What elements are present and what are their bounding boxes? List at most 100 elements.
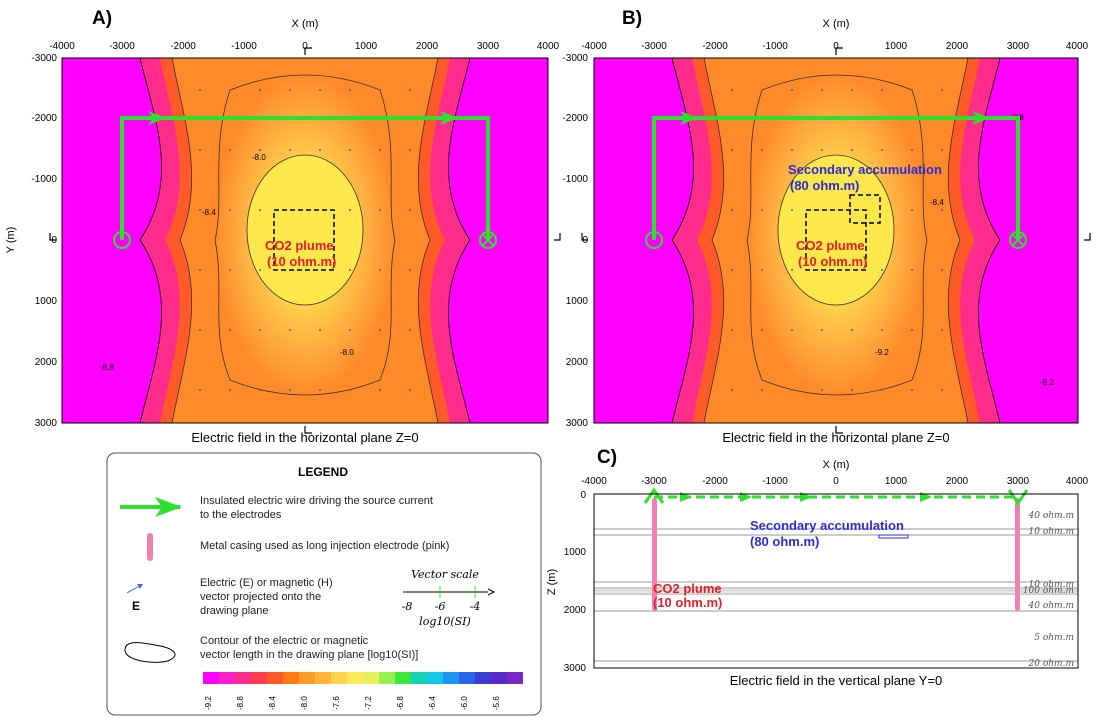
- arrow-icon: [972, 111, 990, 125]
- panel-a-plume-box: [273, 209, 335, 271]
- colorbar-tick-label: -5.6: [492, 696, 501, 710]
- x-tick-label: -1000: [231, 41, 257, 52]
- legend-contour-text-1: Contour of the electric or magnetic: [200, 635, 369, 647]
- panel-c-x-ticks: -4000 -3000 -2000 -1000 0 1000 2000 3000…: [581, 476, 1088, 487]
- panel-c-frame: [593, 493, 1079, 669]
- layer-label: 10 ohm.m: [1029, 580, 1074, 590]
- y-tick-label: -1000: [31, 174, 57, 185]
- panel-a-y-ticks: -3000 -2000 -1000 0 1000 2000 3000: [31, 53, 57, 429]
- panel-a: A) X (m) -4000 -3000 -2000 -1000 0 1000 …: [5, 8, 561, 445]
- z-tick-label: 1000: [564, 547, 587, 558]
- x-tick-label: 0: [833, 476, 839, 487]
- y-tick-label: 1000: [35, 296, 58, 307]
- legend-wire-text-2: to the electrodes: [200, 509, 282, 521]
- x-tick-label: 2000: [416, 41, 439, 52]
- legend-colorbar: [203, 672, 523, 684]
- vector-scale-tick: -4: [470, 600, 481, 613]
- colorbar-tick-label: -6.4: [428, 696, 437, 710]
- colorbar-swatch: [315, 672, 331, 684]
- z-tick-label: 2000: [564, 605, 587, 616]
- layer-label: 10 ohm.m: [1029, 527, 1074, 537]
- colorbar-swatch: [299, 672, 315, 684]
- panel-b-y-ticks: -3000 -2000 -1000 0 1000 2000 3000: [562, 53, 588, 429]
- legend-casing-entry: Metal casing used as long injection elec…: [147, 533, 449, 561]
- x-tick-label: 4000: [1066, 41, 1089, 52]
- legend-contour-entry: Contour of the electric or magnetic vect…: [124, 635, 418, 663]
- electrode-icon: [113, 231, 131, 249]
- y-tick-label: 1000: [566, 296, 589, 307]
- legend-wire-text-1: Insulated electric wire driving the sour…: [200, 495, 433, 507]
- panel-b-secondary-box: [849, 194, 881, 224]
- casing-icon: [1015, 498, 1020, 611]
- y-tick-label: -3000: [31, 53, 57, 64]
- panel-a-wire: [113, 111, 497, 249]
- y-tick-label: 3000: [566, 418, 589, 429]
- layer-label: 40 ohm.m: [1028, 601, 1074, 611]
- colorbar-swatch: [203, 672, 219, 684]
- colorbar-swatch: [379, 672, 395, 684]
- casing-icon: [652, 498, 657, 611]
- panel-b-x-ticks: -4000 -3000 -2000 -1000 0 1000 2000 3000…: [581, 41, 1088, 52]
- panel-b-plume-box: [805, 209, 867, 271]
- y-tick-label: 3000: [35, 418, 58, 429]
- panel-a-y-axis-title: Y (m): [5, 227, 17, 254]
- electrode-icon: [479, 231, 497, 249]
- colorbar-tick-label: -6.0: [460, 696, 469, 710]
- x-tick-label: -3000: [641, 41, 667, 52]
- colorbar-tick-label: -8.4: [268, 696, 277, 710]
- arrow-icon: [643, 487, 665, 504]
- panel-b-vector-field: [731, 89, 943, 391]
- colorbar-swatch: [267, 672, 283, 684]
- panel-b-secondary-resistivity: (80 ohm.m): [790, 178, 859, 193]
- panel-c-secondary-body: [878, 534, 909, 539]
- x-tick-label: -3000: [109, 41, 135, 52]
- colorbar-swatch: [491, 672, 507, 684]
- panel-c-background: [594, 494, 1078, 668]
- colorbar-swatch: [411, 672, 427, 684]
- panel-c-x-axis-title: X (m): [823, 459, 850, 471]
- panel-c-plume-resistivity: (10 ohm.m): [653, 595, 722, 610]
- panel-a-vector-field: [199, 89, 411, 391]
- x-tick-label: 4000: [1066, 476, 1089, 487]
- legend-contour-text-2: vector length in the drawing plane [log1…: [200, 649, 418, 661]
- legend: LEGEND Insulated electric wire driving t…: [106, 452, 542, 716]
- panel-c-casings: [652, 498, 1020, 611]
- panel-b-label: B): [622, 8, 642, 29]
- legend-vector-symbol: E: [132, 599, 140, 613]
- y-tick-label: 2000: [35, 357, 58, 368]
- colorbar-swatch: [507, 672, 523, 684]
- legend-vector-text-2: vector projected onto the: [200, 591, 321, 603]
- layer-label: 40 ohm.m: [1028, 511, 1074, 521]
- electrode-icon: [645, 231, 663, 249]
- panel-a-contour-labels: -8.0 -8.0 -8.4 -8.8: [100, 153, 354, 372]
- colorbar-swatch: [331, 672, 347, 684]
- panel-b-section-markers: [581, 47, 1091, 434]
- vector-scale-unit: log10(SI): [419, 615, 471, 628]
- electrode-icon: [1009, 231, 1027, 249]
- panel-c-plume-label: CO2 plume: [653, 581, 722, 596]
- colorbar-swatch: [395, 672, 411, 684]
- x-tick-label: -2000: [702, 41, 728, 52]
- x-tick-label: 2000: [946, 476, 969, 487]
- vector-scale: Vector scale -8 -6 -4 log10(SI): [402, 568, 496, 628]
- panel-c-z-ticks: 0 1000 2000 3000: [564, 490, 587, 674]
- x-tick-label: 3000: [1007, 41, 1030, 52]
- panel-a-section-markers: [49, 47, 561, 434]
- panel-a-heatmap: [62, 58, 548, 423]
- panel-a-x-ticks: -4000 -3000 -2000 -1000 0 1000 2000 3000…: [49, 41, 559, 52]
- layer-label: 20 ohm.m: [1028, 659, 1074, 669]
- panel-c-secondary-label: Secondary accumulation: [750, 518, 904, 533]
- colorbar-swatch: [219, 672, 235, 684]
- y-tick-label: -2000: [31, 113, 57, 124]
- legend-box: [106, 452, 542, 716]
- contour-icon: [124, 642, 176, 663]
- x-tick-label: 1000: [355, 41, 378, 52]
- panel-a-plume-label: CO2 plume: [265, 238, 334, 253]
- vector-scale-tick: -8: [402, 600, 413, 613]
- panel-b-plume-label: CO2 plume: [796, 238, 865, 253]
- y-tick-label: 2000: [566, 357, 589, 368]
- x-tick-label: 0: [833, 41, 839, 52]
- panel-c-label: C): [597, 447, 617, 468]
- panel-c-secondary-resistivity: (80 ohm.m): [750, 534, 819, 549]
- panel-b-wire: [645, 111, 1027, 249]
